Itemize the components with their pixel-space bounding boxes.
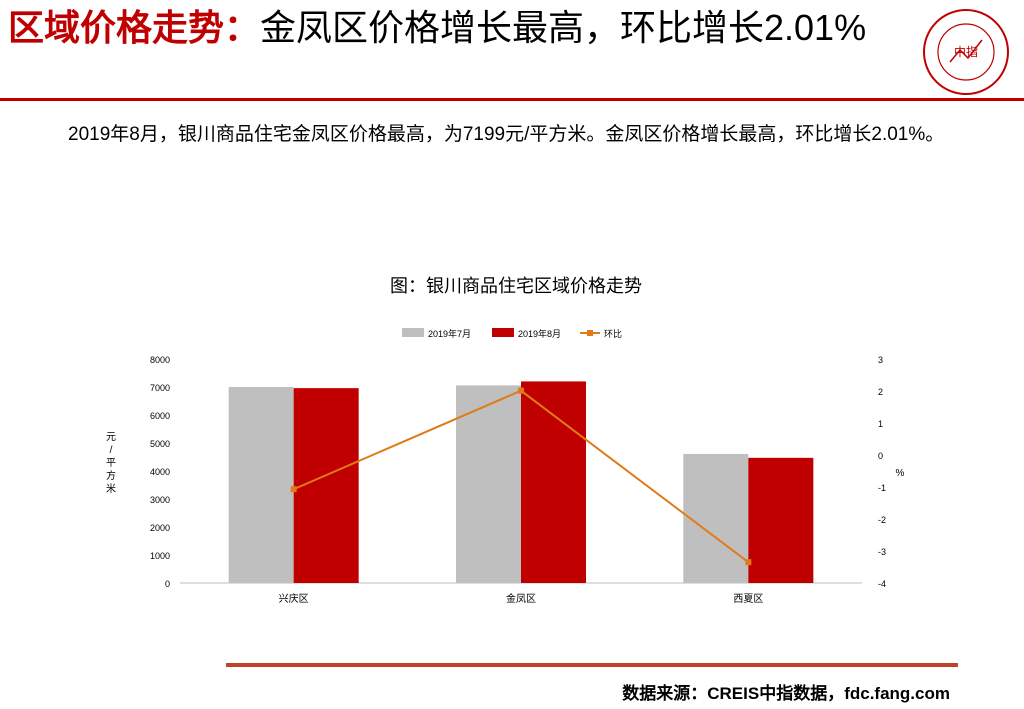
left-axis-label: 元 / 平方米 [106, 432, 116, 495]
bar-jul-0 [228, 387, 294, 583]
y-tick-label: 4000 [150, 467, 170, 477]
legend-aug-label: 2019年8月 [518, 328, 561, 339]
category-label: 金凤区 [506, 592, 536, 605]
legend-jul-label: 2019年7月 [428, 328, 471, 339]
china-index-academy-logo: 中指 [923, 9, 1009, 95]
y2-tick-label: 2 [878, 387, 883, 397]
summary-paragraph: 2019年8月，银川商品住宅金凤区价格最高，为7199元/平方米。金凤区价格增长… [68, 124, 945, 145]
y-axis-label-char: / [110, 445, 113, 456]
title-prefix: 区域价格走势： [8, 7, 261, 48]
mom-point [745, 559, 752, 566]
title-main: 金凤区价格增长最高，环比增长2.01% [260, 7, 867, 48]
bar-aug-2 [748, 457, 814, 583]
page-title: 区域价格走势：金凤区价格增长最高，环比增长2.01% [8, 6, 908, 50]
y-axis-label-char: 元 [106, 432, 116, 443]
right-axis-ticks: -4 -3 -2 -1 0 1 2 3 [878, 355, 886, 589]
mom-line-series [290, 387, 752, 566]
legend-jul-swatch [402, 328, 424, 337]
legend-mom-label: 环比 [604, 328, 622, 339]
mom-point [290, 486, 297, 493]
legend-mom-marker [587, 330, 593, 336]
bar-jul-1 [456, 385, 521, 583]
y-tick-label: 1000 [150, 551, 170, 561]
legend-aug-swatch [492, 328, 514, 337]
left-axis-ticks: 0 1000 2000 3000 4000 5000 6000 7000 8000 [150, 355, 170, 589]
y-tick-label: 6000 [150, 411, 170, 421]
y-tick-label: 5000 [150, 439, 170, 449]
y-tick-label: 0 [165, 579, 170, 589]
y2-tick-label: -1 [878, 483, 886, 493]
bar-jul-2 [683, 453, 749, 583]
bar-series [228, 381, 814, 583]
y-tick-label: 7000 [150, 383, 170, 393]
y2-tick-label: -4 [878, 579, 886, 589]
y2-tick-label: -3 [878, 547, 886, 557]
svg-text:中指: 中指 [954, 44, 978, 59]
category-label: 西夏区 [733, 593, 763, 605]
y-axis-label-char: 米 [106, 482, 116, 495]
chart-title: 图：银川商品住宅区域价格走势 [390, 276, 642, 296]
y2-tick-label: 1 [878, 419, 883, 429]
y-tick-label: 8000 [150, 355, 170, 365]
category-labels: 兴庆区 金凤区 西夏区 [279, 592, 764, 605]
y-tick-label: 2000 [150, 523, 170, 533]
data-source: 数据来源：CREIS中指数据，fdc.fang.com [622, 684, 950, 703]
mom-point [518, 387, 524, 394]
y2-tick-label: -2 [878, 515, 886, 525]
y-tick-label: 3000 [150, 495, 170, 505]
bar-aug-1 [521, 381, 586, 583]
y-axis-label-char: 平 [106, 458, 116, 469]
chart-legend: 2019年7月 2019年8月 环比 [402, 328, 622, 339]
y2-tick-label: 0 [878, 451, 883, 461]
footer-divider [226, 663, 958, 667]
y2-tick-label: 3 [878, 355, 883, 365]
y-axis-label-char: 方 [106, 469, 116, 482]
category-label: 兴庆区 [279, 592, 309, 605]
right-axis-label: % [896, 468, 905, 479]
title-divider [0, 98, 1024, 101]
